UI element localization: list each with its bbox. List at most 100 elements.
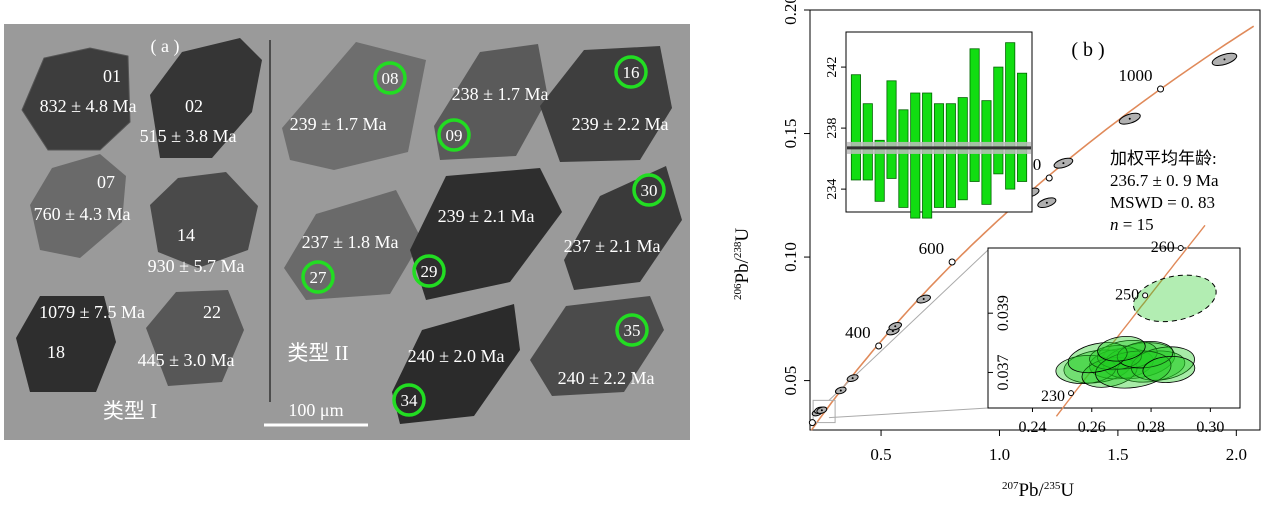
spot-id-18: 18 xyxy=(47,342,65,362)
concordia-curve xyxy=(810,25,1255,431)
concordia-marker-low xyxy=(808,419,816,427)
weighted-mean-annotation: 加权平均年龄: 236.7 ± 0. 9 Ma MSWD = 0. 83 n =… xyxy=(1110,149,1219,234)
inset-zoom-chart: 0.24 0.26 0.28 0.30 0.037 0.039 230 250 260 xyxy=(987,224,1241,436)
spot-circle-35 xyxy=(615,313,649,347)
concordia-age-label-600: 600 xyxy=(919,239,945,258)
inset-concordia-label-260: 260 xyxy=(1151,239,1175,256)
inset-concordia-marker-250 xyxy=(1142,292,1149,299)
grain-18 xyxy=(16,296,116,392)
inset-zoom-y-tick-label-0: 0.037 xyxy=(995,354,1012,390)
inset-ellipse-14 xyxy=(1097,335,1146,362)
inset-zoom-x-tick-label-1: 0.26 xyxy=(1078,419,1106,436)
type1-grains xyxy=(16,38,262,392)
grain-01 xyxy=(21,47,131,151)
grain-30 xyxy=(564,166,682,290)
grain-16 xyxy=(540,46,672,162)
spot-circle-29 xyxy=(412,254,446,288)
concordia-marker-1000 xyxy=(1157,85,1165,93)
inset-zoom-x-tick-label-2: 0.28 xyxy=(1137,419,1165,436)
grain-08 xyxy=(282,42,426,170)
x-axis-title: 207Pb/235U xyxy=(1002,480,1074,501)
spot-age-09: 238 ± 1.7 Ma xyxy=(452,84,549,104)
y-tick-label-1: 0.10 xyxy=(781,242,800,272)
y-axis-title: 206Pb/238U xyxy=(732,228,753,300)
spot-circle-30 xyxy=(632,173,666,207)
x-axis-title-pb: Pb/ xyxy=(1018,480,1044,501)
inset-concordia-label-250: 250 xyxy=(1115,286,1139,303)
y-axis-title-text: 206Pb/238U xyxy=(732,228,753,300)
zircon-cl-images: ( a ) 类型 I 类型 II 01 832 ± 4.8 Ma 02 515 … xyxy=(4,24,690,440)
x-axis-title-sup-207: 207 xyxy=(1002,480,1019,492)
y-axis-title-pb: Pb/ xyxy=(732,257,753,283)
zoom-connector-bottom xyxy=(828,407,989,419)
weighted-mean-bar-14 xyxy=(1005,42,1016,190)
weighted-mean-bar-4 xyxy=(886,80,897,179)
ellipse-center-12 xyxy=(1128,117,1131,120)
spot-circle-08 xyxy=(373,61,407,95)
inset-concordia-marker-230 xyxy=(1068,390,1075,397)
panel-b-label: ( b ) xyxy=(1071,39,1104,61)
concordia-age-label-400: 400 xyxy=(845,323,871,342)
spot-id-22: 22 xyxy=(203,302,221,322)
spot-age-30: 237 ± 2.1 Ma xyxy=(564,236,661,256)
spot-circle-09 xyxy=(437,118,471,152)
annotation-line1: 加权平均年龄: xyxy=(1110,149,1217,168)
ellipse-center-2 xyxy=(820,409,823,412)
y-axis-title-sup-206: 206 xyxy=(732,283,744,300)
concordia-age-label-1000: 1000 xyxy=(1119,66,1153,85)
annotation-n-value: = 15 xyxy=(1119,215,1154,234)
inset-ellipse-13 xyxy=(1142,355,1196,383)
spot-age-14: 930 ± 5.7 Ma xyxy=(148,256,245,276)
x-axis-title-text: 207Pb/235U xyxy=(1002,480,1074,501)
spot-27: 27 237 ± 1.8 Ma xyxy=(301,232,398,294)
y-tick-label-0: 0.05 xyxy=(781,366,800,396)
inset-zoom-x-tick-label-3: 0.30 xyxy=(1196,419,1224,436)
ellipse-center-7 xyxy=(922,298,925,301)
spot-age-18: 1079 ± 7.5 Ma xyxy=(39,302,145,322)
panel-a: ( a ) 类型 I 类型 II 01 832 ± 4.8 Ma 02 515 … xyxy=(4,24,690,440)
y-axis-title-sup-238: 238 xyxy=(732,241,744,258)
grain-27 xyxy=(284,190,422,300)
ellipse-center-5 xyxy=(891,330,894,333)
spot-id-08: 08 xyxy=(382,69,399,88)
inset-ellipse-9 xyxy=(1089,345,1142,371)
type2-grains xyxy=(282,42,682,424)
weighted-mean-bar-9 xyxy=(945,103,956,208)
grain-14 xyxy=(150,172,258,268)
grain-29 xyxy=(410,168,562,300)
weighted-mean-bar-6 xyxy=(910,92,921,219)
panel-b: 0.51.01.52.00.050.100.150.20 40060080010… xyxy=(700,0,1267,503)
inset-concordia-label-230: 230 xyxy=(1041,388,1065,405)
spot-age-16: 239 ± 2.2 Ma xyxy=(572,114,669,134)
spot-id-27: 27 xyxy=(310,268,328,287)
weighted-mean-bar-13 xyxy=(993,66,1004,175)
spot-circle-27 xyxy=(301,260,335,294)
annotation-line2: 236.7 ± 0. 9 Ma xyxy=(1110,171,1219,190)
annotation-line3: MSWD = 0. 83 xyxy=(1110,193,1215,212)
spot-circle-34 xyxy=(392,383,426,417)
inset-zoom-y-tick-label-1: 0.039 xyxy=(995,295,1012,331)
inset-bar-y-tick-label-0: 234 xyxy=(825,179,840,200)
ellipse-center-6 xyxy=(894,325,897,328)
x-axis-title-sup-235: 235 xyxy=(1044,480,1061,492)
inset-concordia-curve xyxy=(1055,224,1206,417)
ellipse-center-3 xyxy=(839,389,842,392)
annotation-n-symbol: n xyxy=(1110,215,1119,234)
spot-30: 30 237 ± 2.1 Ma xyxy=(564,173,666,256)
spot-age-07: 760 ± 4.3 Ma xyxy=(34,204,131,224)
grain-07 xyxy=(30,154,126,258)
weighted-mean-bar-2 xyxy=(862,103,873,181)
spot-08: 08 239 ± 1.7 Ma xyxy=(290,61,407,134)
weighted-mean-bar-5 xyxy=(898,109,909,208)
inset-weighted-mean-chart: 234 238 242 xyxy=(825,31,1033,219)
x-tick-label-3: 2.0 xyxy=(1226,445,1247,464)
grain-35 xyxy=(530,296,664,396)
spot-circle-16 xyxy=(614,55,648,89)
y-tick-label-2: 0.15 xyxy=(781,119,800,149)
spot-id-16: 16 xyxy=(623,63,640,82)
weighted-mean-bar-3 xyxy=(874,139,885,202)
concordia-marker-800 xyxy=(1045,174,1053,182)
grain-09 xyxy=(434,44,548,160)
spot-id-34: 34 xyxy=(401,391,419,410)
type2-label: 类型 II xyxy=(287,341,348,365)
